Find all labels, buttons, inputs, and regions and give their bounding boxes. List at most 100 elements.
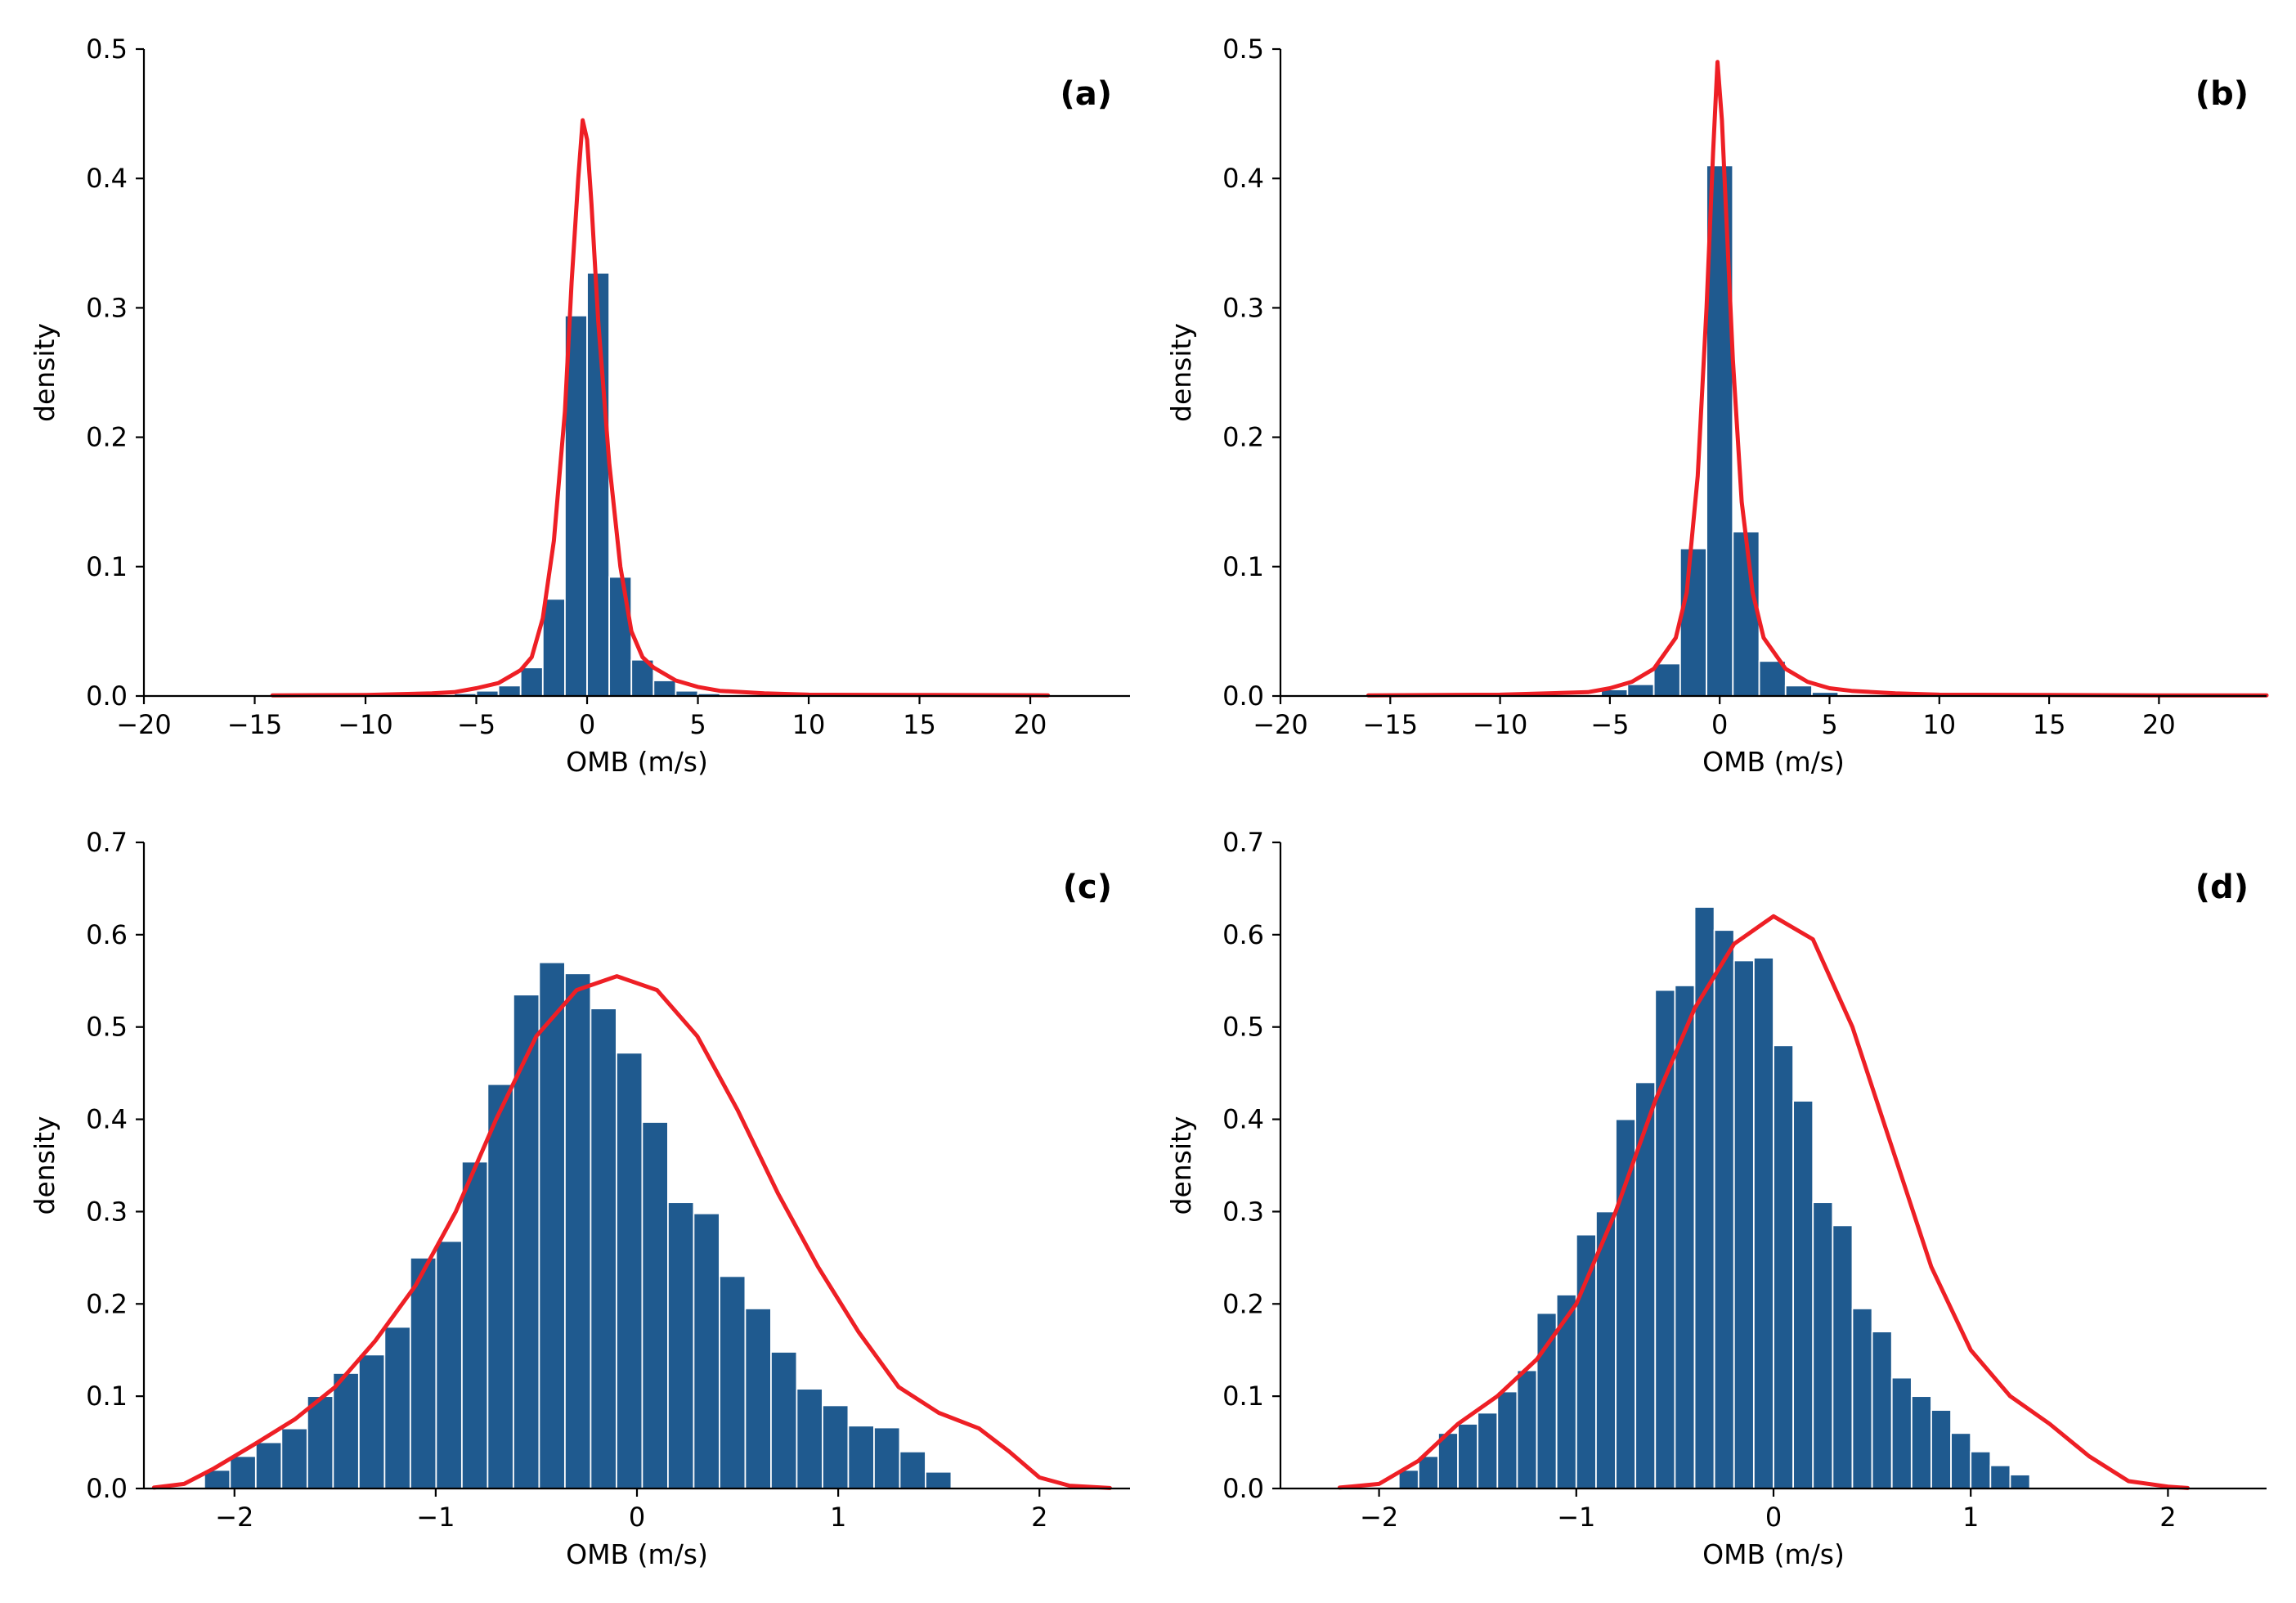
histogram-bar [590, 1008, 617, 1489]
histogram-bar [1773, 1044, 1795, 1489]
x-axis-label: OMB (m/s) [566, 1538, 708, 1570]
histogram-bar [1970, 1450, 1992, 1489]
y-tick-label: 0.5 [1222, 34, 1264, 65]
panel-label: (a) [1060, 75, 1112, 113]
histogram-bar [608, 576, 633, 697]
y-tick-label: 0.6 [86, 919, 128, 950]
histogram-bar [1626, 683, 1655, 697]
histogram-bar [847, 1425, 875, 1489]
histogram-bar [1516, 1369, 1538, 1489]
histogram-bar [332, 1372, 360, 1489]
y-tick-label: 0.0 [1222, 680, 1264, 712]
x-tick-label: 1 [830, 1502, 846, 1533]
chart-panel-2: −2 −1 0 1 2 0.0 0.1 0.2 0.3 0.4 0.5 0.6 0.7 OMB (m/s)… [29, 827, 1130, 1570]
x-tick-label: −2 [1360, 1502, 1398, 1533]
x-tick-label: 20 [2142, 709, 2176, 740]
y-tick-label: 0.1 [1222, 1381, 1264, 1412]
x-tick-label: −1 [416, 1502, 455, 1533]
histogram-bar [541, 598, 566, 697]
y-tick-label: 0.2 [1222, 422, 1264, 453]
y-tick-label: 0.4 [86, 1104, 128, 1135]
x-tick-label: 10 [1922, 709, 1956, 740]
histogram-bar [383, 1326, 411, 1489]
histogram-bar [873, 1426, 901, 1489]
histogram-bar [1575, 1233, 1597, 1489]
histogram-bar [1871, 1331, 1893, 1489]
x-tick-label: 5 [689, 709, 706, 740]
y-tick-label: 0.5 [86, 1012, 128, 1043]
panel-label: (d) [2195, 869, 2249, 906]
y-tick-label: 0.0 [86, 1473, 128, 1504]
kde-curve [1365, 60, 2269, 698]
y-tick-label: 0.4 [86, 163, 128, 194]
x-tick-label: 10 [792, 709, 826, 740]
y-tick-label: 0.5 [86, 34, 128, 65]
histogram-bar [435, 1240, 463, 1489]
histogram-bar [1832, 1224, 1854, 1489]
kde-curve [270, 118, 1051, 698]
histogram-bar [1792, 1100, 1814, 1489]
histogram-bar [1950, 1432, 1972, 1489]
histogram-bar [1732, 531, 1760, 697]
y-tick-label: 0.3 [86, 292, 128, 323]
histogram-bar [512, 994, 540, 1489]
histogram-bar [306, 1395, 334, 1489]
x-tick-label: 0 [629, 1502, 645, 1533]
x-tick-label: 2 [2159, 1502, 2176, 1533]
histogram-bar [357, 1354, 386, 1489]
histogram-bar [1752, 957, 1774, 1489]
histogram-bar [1713, 929, 1735, 1489]
histogram-bar [1910, 1395, 1932, 1489]
x-tick-label: 5 [1821, 709, 1837, 740]
y-tick-label: 0.1 [86, 1381, 128, 1412]
y-axis-label: density [29, 1116, 61, 1215]
histogram-bar [1615, 1118, 1637, 1489]
histogram-bar [615, 1052, 644, 1489]
y-tick-label: 0.1 [86, 551, 128, 582]
histogram-bar [1477, 1412, 1499, 1489]
histogram-bar [770, 1351, 798, 1489]
y-tick-label: 0.0 [86, 680, 128, 712]
histogram-bar [1890, 1376, 1913, 1489]
y-tick-label: 0.3 [1222, 1196, 1264, 1227]
histogram-bar [1457, 1423, 1479, 1489]
histogram-bar [1733, 959, 1755, 1489]
histogram-bar [487, 1083, 514, 1489]
x-tick-label: 0 [579, 709, 595, 740]
histogram-bar [497, 685, 522, 697]
histogram-bar [1812, 1201, 1834, 1489]
histogram-bar [1851, 1308, 1873, 1489]
x-axis-label: OMB (m/s) [1702, 746, 1845, 778]
y-tick-label: 0.4 [1222, 163, 1264, 194]
y-tick-label: 0.1 [1222, 551, 1264, 582]
panel-label: (c) [1063, 869, 1112, 906]
y-tick-label: 0.2 [86, 1288, 128, 1319]
y-tick-label: 0.5 [1222, 1012, 1264, 1043]
x-tick-label: 2 [1031, 1502, 1047, 1533]
histogram-bar [1496, 1390, 1518, 1489]
histogram-bar [899, 1450, 926, 1489]
kde-curve [151, 974, 1112, 1490]
histogram-bar [538, 961, 566, 1489]
y-tick-label: 0.0 [1222, 1473, 1264, 1504]
x-tick-label: 0 [1765, 1502, 1782, 1533]
histogram-bar [1652, 662, 1681, 697]
x-tick-label: 0 [1711, 709, 1728, 740]
x-tick-label: −20 [116, 709, 172, 740]
x-tick-label: 15 [903, 709, 936, 740]
kde-curve [1337, 914, 2190, 1490]
y-tick-label: 0.2 [86, 422, 128, 453]
x-tick-label: 1 [1962, 1502, 1979, 1533]
histogram-bar [1417, 1455, 1439, 1489]
x-tick-label: 20 [1014, 709, 1047, 740]
x-tick-label: −1 [1557, 1502, 1595, 1533]
x-tick-label: −15 [227, 709, 283, 740]
panel-label: (b) [2195, 75, 2249, 113]
histogram-bar [409, 1256, 437, 1489]
x-axis-label: OMB (m/s) [566, 746, 708, 778]
histogram-bar [1536, 1312, 1558, 1489]
chart-panel-1: −20 −15 −10 −5 0 5 10 15 20 0.0 0.1 0.2 0.3 0.4 0.5 OMB… [1165, 34, 2269, 778]
y-tick-label: 0.6 [1222, 919, 1264, 950]
histogram-bar [280, 1427, 308, 1489]
